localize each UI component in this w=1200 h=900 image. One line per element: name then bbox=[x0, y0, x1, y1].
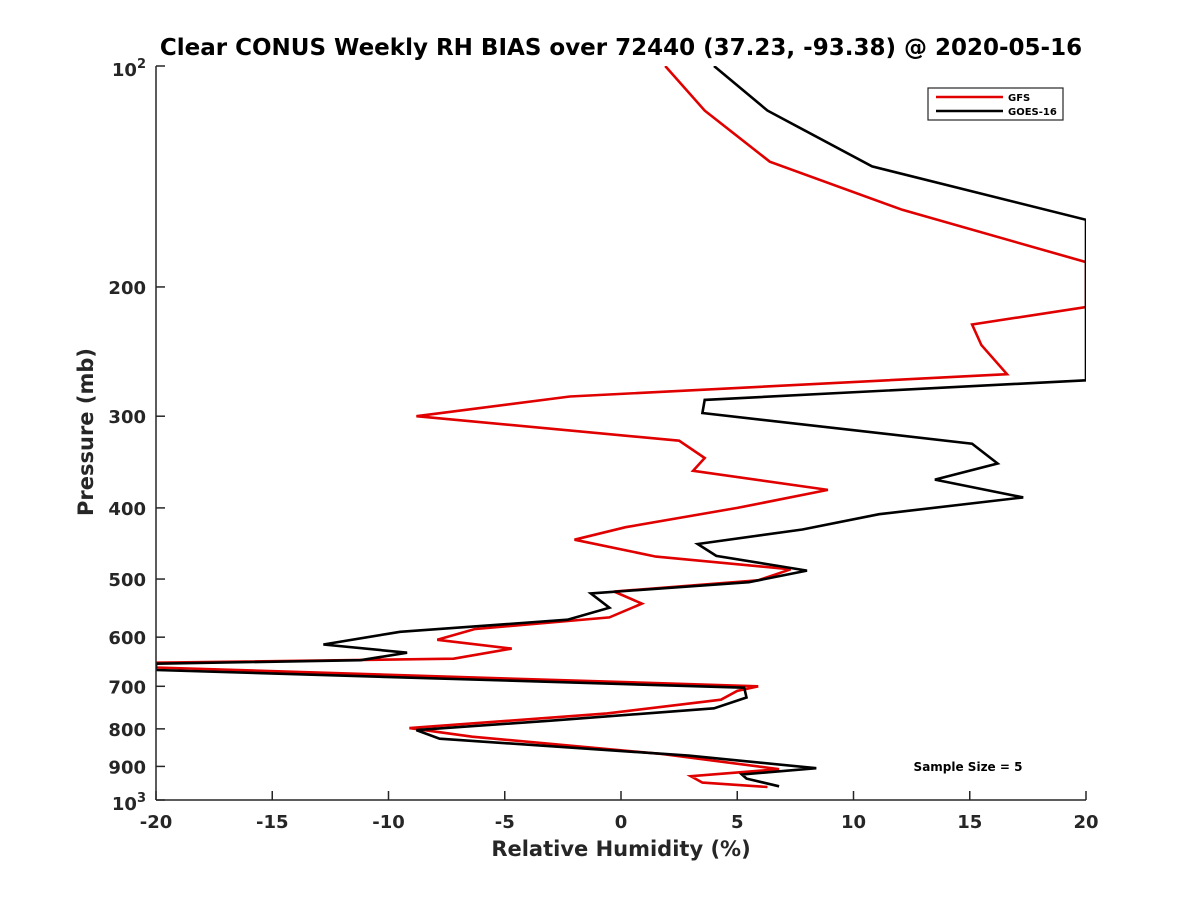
y-tick-label: 400 bbox=[108, 499, 146, 520]
x-tick-label: -10 bbox=[372, 812, 405, 833]
x-axis-label: Relative Humidity (%) bbox=[491, 837, 750, 861]
x-tick-label: 20 bbox=[1073, 812, 1098, 833]
axes: -20 -15 -10 -5 0 5 10 15 20 102 200 300 400 500 600 700… bbox=[108, 57, 1098, 833]
legend-label: GFS bbox=[1008, 93, 1030, 104]
series-line-goes-16 bbox=[156, 66, 1086, 788]
y-tick-label: 700 bbox=[108, 677, 146, 698]
y-tick-label: 102 bbox=[112, 57, 146, 81]
sample-size-annotation: Sample Size = 5 bbox=[914, 760, 1023, 774]
y-tick-label: 900 bbox=[108, 757, 146, 778]
legend-box bbox=[927, 87, 1064, 121]
y-tick-label: 600 bbox=[108, 628, 146, 649]
x-tick-label: 5 bbox=[731, 812, 744, 833]
x-tick-label: -5 bbox=[495, 812, 515, 833]
legend: GFS GOES-16 bbox=[927, 87, 1064, 121]
y-axis-label: Pressure (mb) bbox=[74, 348, 98, 516]
y-tick-label: 103 bbox=[112, 791, 146, 815]
x-tick-label: -20 bbox=[140, 812, 173, 833]
x-tick-label: 10 bbox=[841, 812, 866, 833]
y-tick-label: 800 bbox=[108, 720, 146, 741]
chart-title: Clear CONUS Weekly RH BIAS over 72440 (3… bbox=[160, 35, 1082, 61]
y-tick-label: 300 bbox=[108, 407, 146, 428]
y-tick-label: 500 bbox=[108, 570, 146, 591]
x-tick-label: 0 bbox=[615, 812, 628, 833]
y-tick-label: 200 bbox=[108, 278, 146, 299]
x-tick-label: 15 bbox=[957, 812, 982, 833]
x-tick-label: -15 bbox=[256, 812, 289, 833]
series-layer bbox=[156, 66, 1086, 789]
legend-label: GOES-16 bbox=[1008, 107, 1057, 118]
